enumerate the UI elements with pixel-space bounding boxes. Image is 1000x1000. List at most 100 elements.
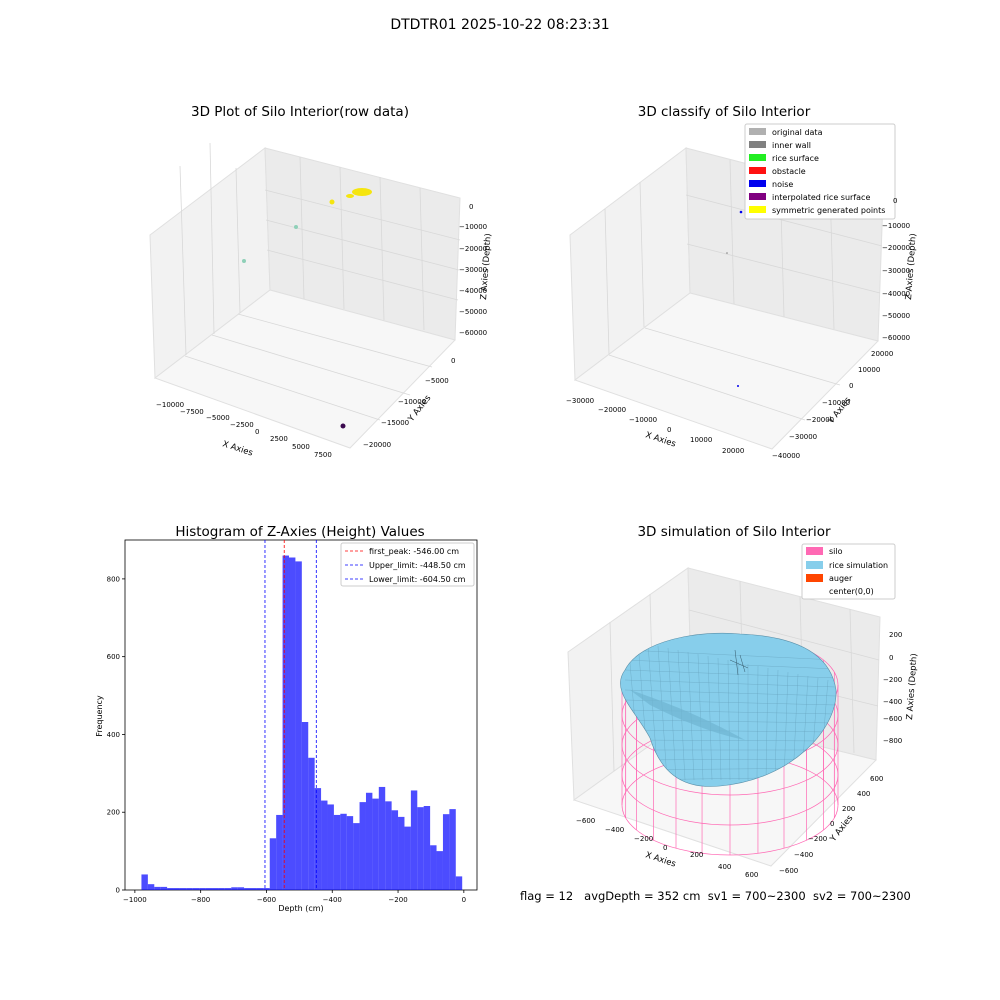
- raw-xtick: 0: [255, 428, 259, 436]
- classify-plot-title: 3D classify of Silo Interior: [637, 104, 811, 120]
- histogram-bar: [455, 876, 463, 890]
- legend-label: symmetric generated points: [772, 206, 885, 215]
- raw-ytick: −5000: [425, 377, 449, 385]
- sim-ztick: −600: [883, 715, 902, 723]
- classify-xtick: −30000: [566, 397, 594, 405]
- legend-swatch: [749, 180, 766, 187]
- figure-title: DTDTR01 2025-10-22 08:23:31: [390, 17, 610, 33]
- rice-mesh-line: [756, 665, 759, 781]
- sim-ytick: 200: [842, 805, 855, 813]
- sim-z-label: Z Axies (Depth): [905, 653, 920, 720]
- histogram-xtick-label: −1000: [123, 896, 147, 904]
- raw-z-ticks: 0 −10000 −20000 −30000 −40000 −50000 −60…: [459, 203, 487, 337]
- sim-x-ticks: −600 −400 −200 0 200 400 600: [576, 817, 758, 879]
- histogram-legend-box: [340, 542, 475, 587]
- histogram-bar: [218, 888, 225, 890]
- rice-mesh-line: [624, 739, 837, 742]
- histogram-legend: first_peak: -546.00 cm Upper_limit: -448…: [340, 542, 475, 587]
- raw-xtick: −5000: [206, 414, 230, 422]
- raw-xtick: 5000: [292, 443, 310, 451]
- histogram-y-ticks: 0 200 400 600 800: [107, 575, 125, 895]
- histogram-bar: [321, 800, 328, 890]
- histogram-plot: −1000 −800 −600 −400 −200 0 0 200 400 600 800 Dep…: [95, 539, 478, 913]
- histogram-bar: [154, 886, 161, 890]
- histogram-bar: [295, 561, 302, 890]
- legend-swatch: [806, 561, 823, 569]
- histogram-bar: [186, 888, 193, 890]
- rice-mesh-line: [624, 669, 837, 679]
- raw-ytick: −10000: [398, 398, 426, 406]
- classify-ztick: −20000: [882, 244, 910, 252]
- histogram-bar: [314, 788, 322, 890]
- classify-xtick: 20000: [722, 447, 744, 455]
- simulation-plot-title: 3D simulation of Silo Interior: [637, 524, 831, 540]
- histogram-bar: [340, 813, 347, 890]
- histogram-bar: [192, 888, 200, 890]
- histogram-title: Histogram of Z-Axies (Height) Values: [175, 524, 425, 540]
- rice-mesh-line: [774, 669, 779, 781]
- rice-mesh-line: [624, 719, 837, 724]
- simulation-legend-box: [801, 543, 896, 600]
- legend-swatch: [749, 154, 766, 161]
- raw-ytick: −20000: [363, 441, 391, 449]
- raw-y-ticks: 0 −5000 −10000 −15000 −20000: [363, 357, 455, 449]
- histogram-bar: [449, 809, 456, 890]
- classify-ytick: 0: [849, 382, 853, 390]
- rice-mesh-line: [727, 659, 731, 781]
- histogram-ytick-label: 400: [107, 731, 120, 739]
- sv1-text: sv1 = 700~2300: [707, 889, 806, 903]
- histogram-ytick-label: 600: [107, 653, 120, 661]
- raw-plot: −10000 −7500 −5000 −2500 0 2500 5000 750…: [149, 142, 494, 459]
- sim-ytick: 400: [857, 790, 870, 798]
- histogram-x-ticks: −1000 −800 −600 −400 −200 0: [123, 890, 466, 904]
- raw-ytick: −15000: [381, 419, 409, 427]
- legend-swatch: [749, 206, 766, 213]
- histogram-bar: [160, 886, 168, 890]
- legend-swatch: [806, 574, 823, 582]
- rice-mesh-line: [624, 729, 837, 733]
- histogram-bar: [263, 888, 270, 890]
- legend-label: inner wall: [772, 141, 811, 150]
- histogram-bar: [398, 816, 405, 890]
- sim-y-ticks: 600 400 200 0 −200 −400 −600: [779, 775, 883, 875]
- sim-xtick: −600: [576, 817, 595, 825]
- raw-ytick: 0: [451, 357, 455, 365]
- classify-ytick: −40000: [772, 452, 800, 460]
- classify-ztick: 0: [893, 197, 897, 205]
- histogram-bar: [333, 814, 341, 890]
- histogram-y-label: Frequency: [95, 695, 104, 737]
- sim-ytick: 0: [830, 820, 834, 828]
- classify-x-label: X Axies: [644, 430, 677, 449]
- histogram-xtick-label: 0: [462, 896, 466, 904]
- sim-xtick: 0: [663, 844, 667, 852]
- histogram-xtick-label: −200: [388, 896, 407, 904]
- classify-z-ticks: 0 −10000 −20000 −30000 −40000 −50000 −60…: [882, 197, 910, 342]
- raw-x-label: X Axies: [221, 439, 254, 458]
- histogram-ytick-label: 200: [107, 809, 120, 817]
- raw-ztick: 0: [469, 203, 473, 211]
- raw-ztick: −60000: [459, 329, 487, 337]
- raw-ztick: −50000: [459, 308, 487, 316]
- histogram-bar: [378, 786, 386, 890]
- histogram-bar: [237, 887, 245, 890]
- raw-ztick: −30000: [459, 266, 487, 274]
- sim-xtick: −400: [605, 826, 624, 834]
- legend-swatch: [749, 128, 766, 135]
- histogram-bar: [436, 851, 443, 890]
- status-line: flag = 12 avgDepth = 352 cm sv1 = 700~23…: [520, 889, 911, 903]
- histogram-bar: [430, 845, 437, 890]
- sim-ztick: −800: [883, 737, 902, 745]
- classify-ztick: −50000: [882, 312, 910, 320]
- classify-grid: [604, 159, 883, 421]
- avg-depth-text: avgDepth = 352 cm: [584, 889, 701, 903]
- histogram-bar: [346, 816, 354, 890]
- histogram-bar: [224, 888, 232, 890]
- raw-xtick: 7500: [314, 451, 332, 459]
- legend-label: interpolated rice surface: [772, 193, 870, 202]
- histogram-bar: [385, 801, 392, 890]
- raw-x-ticks: −10000 −7500 −5000 −2500 0 2500 5000 750…: [156, 401, 332, 459]
- rice-mesh-line: [624, 649, 837, 661]
- histogram-bar: [199, 888, 206, 890]
- histogram-bar: [301, 722, 309, 890]
- legend-swatch: [749, 141, 766, 148]
